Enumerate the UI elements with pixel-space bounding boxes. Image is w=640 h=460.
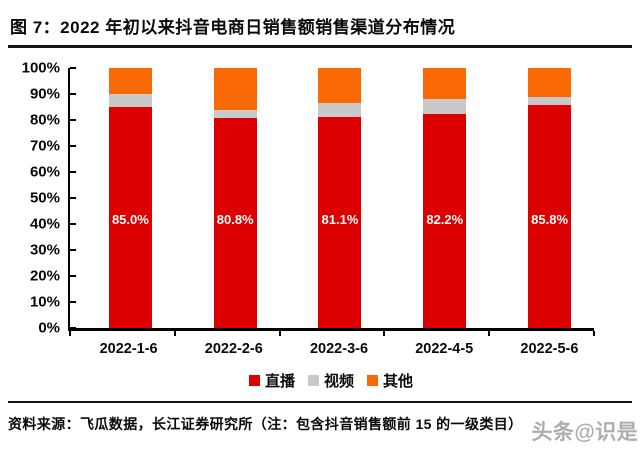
source-note: 资料来源：飞瓜数据，长江证券研究所（注：包含抖音销售额前 15 的一级类目） [8,416,523,432]
x-axis-tick [173,331,176,336]
footer-divider [8,401,632,403]
y-axis-tick-label: 70% [29,137,60,155]
y-axis-tick [70,171,76,173]
chart-legend: 直播 视频 其他 [68,370,594,391]
bar-segment-live [213,117,257,328]
y-axis-tick-label: 80% [29,111,60,129]
legend-label: 直播 [264,373,295,390]
y-axis-tick-label: 20% [29,267,60,285]
x-axis-tick-label: 2022-4-5 [415,341,474,357]
legend-item: 直播 [248,370,295,391]
y-axis-tick [70,93,76,95]
y-axis-tick [70,67,76,69]
y-axis-tick-label: 50% [29,189,60,207]
y-axis-tick-label: 40% [29,215,60,233]
y-axis-tick-label: 0% [38,319,60,337]
bar-segment-other [423,68,467,99]
bar-value-label: 85.0% [111,211,149,227]
stacked-bar: 82.2% [423,68,467,328]
y-axis-tick [70,301,76,303]
figure-title: 图 7：2022 年初以来抖音电商日销售额销售渠道分布情况 [10,18,456,37]
bars-container: 85.0% 80.8% 81.1% 82.2% 85.8% [78,68,602,328]
bar-segment-live [108,106,152,328]
y-axis-tick-label: 30% [29,241,60,259]
stacked-bar: 85.0% [108,68,152,328]
legend-swatch [248,375,260,386]
bar-segment-live [528,104,572,328]
bar-segment-video [213,110,257,118]
x-axis-tick-label: 2022-1-6 [99,341,158,357]
legend-item: 其他 [367,370,413,391]
title-divider [8,45,632,48]
x-axis-tick-label: 2022-3-6 [309,341,369,357]
y-axis-tick [70,145,76,147]
stacked-bar: 81.1% [318,68,362,328]
legend-swatch [367,375,378,386]
bar-segment-video [528,96,572,105]
y-axis-tick-label: 10% [29,293,60,311]
x-axis-labels: 2022-1-6 2022-2-6 2022-3-6 2022-4-5 2022-5-6 [76,341,602,357]
y-axis-tick [70,275,76,277]
bar-segment-other [108,68,152,95]
x-axis-tick-label: 2022-2-6 [204,341,263,357]
bar-value-label: 82.2% [426,211,464,227]
x-axis-tick [383,331,386,336]
y-axis-tick-label: 90% [29,85,60,103]
stacked-bar-chart: 0% 10% 20% 30% 40% 50% 60% 70% 80% 90% 100% 85.0% 8… [0,60,640,391]
y-axis-tick-label: 100% [21,59,60,77]
bar-segment-video [108,94,152,107]
x-axis-tick [488,331,491,336]
x-axis-tick [593,331,595,336]
bar-segment-live [318,117,362,328]
y-axis-tick [70,119,76,121]
bar-segment-other [213,68,257,111]
plot-row: 0% 10% 20% 30% 40% 50% 60% 70% 80% 90% 100% 85.0% 8… [8,60,595,337]
y-axis: 0% 10% 20% 30% 40% 50% 60% 70% 80% 90% 100% [8,60,68,337]
bar-segment-video [318,103,362,118]
x-axis-tick [278,331,281,336]
y-axis-tick [70,249,76,251]
stacked-bar: 85.8% [528,68,572,328]
bar-value-label: 85.8% [531,211,569,227]
stacked-bar: 80.8% [213,68,257,328]
legend-swatch [307,375,319,386]
y-axis-tick-label: 60% [29,163,60,181]
bar-segment-video [423,98,467,115]
legend-label: 其他 [383,373,414,390]
y-axis-tick [70,223,76,225]
bar-value-label: 81.1% [321,211,359,227]
x-axis-tick-label: 2022-5-6 [520,341,579,357]
bar-segment-other [318,68,362,104]
legend-item: 视频 [307,370,354,391]
bar-segment-live [423,114,467,328]
footer: 资料来源：飞瓜数据，长江证券研究所（注：包含抖音销售额前 15 的一级类目） 头… [0,403,640,444]
y-axis-tick [70,197,76,199]
watermark: 头条@识是 [531,421,638,444]
bar-value-label: 80.8% [216,211,254,227]
bar-segment-other [528,68,572,97]
x-axis-tick [69,331,71,336]
y-axis-tick [70,327,76,329]
plot-area: 85.0% 80.8% 81.1% 82.2% 85.8% [68,67,595,336]
legend-label: 视频 [323,373,354,390]
